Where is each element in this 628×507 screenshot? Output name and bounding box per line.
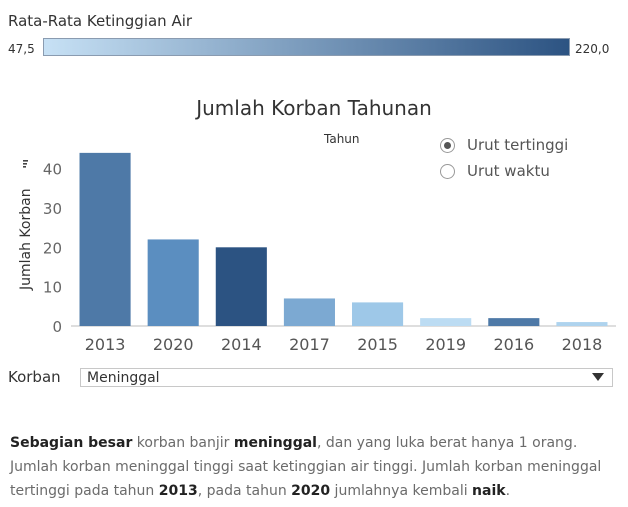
legend-max-label: 220,0 [575,42,610,56]
x-tick-label: 2016 [493,335,534,354]
narrative-span: jumlahnya kembali [330,483,473,499]
filter-label: Korban [8,368,61,386]
chart-title: Jumlah Korban Tahunan [196,96,432,120]
sort-icon [23,166,26,168]
bar [488,318,540,326]
legend-min-label: 47,5 [8,42,35,56]
sort-icon [23,160,28,162]
bar [283,298,335,326]
narrative-span: , dan yang luka berat hanya 1 orang. Jum… [10,435,602,499]
narrative-span: , pada tahun [197,483,292,499]
bar [352,302,404,326]
narrative-text: Sebagian besar korban banjir meninggal, … [10,431,622,503]
radio-unselected-icon [440,163,455,179]
y-axis-label: Jumlah Korban [18,188,34,291]
narrative-emph: meninggal [233,435,317,451]
legend-title: Rata-Rata Ketinggian Air [8,12,193,30]
narrative-emph: 2013 [158,483,198,499]
y-tick-label: 40 [43,161,62,179]
sort-option-label: Urut waktu [467,162,550,180]
column-header-label: Tahun [324,132,360,146]
x-tick-label: 2013 [85,335,126,354]
sort-option-time[interactable]: Urut waktu [440,162,550,180]
y-tick-label: 10 [43,279,62,297]
bar [420,318,472,326]
sort-icon [23,163,27,165]
radio-selected-icon [440,137,455,153]
bar-chart: Jumlah Korban 0 10 20 30 40 2013 2020 2014 2017 20… [18,152,616,354]
x-tick-label: 2014 [221,335,262,354]
sort-option-label: Urut tertinggi [467,136,569,154]
y-tick-label: 0 [52,318,62,336]
sort-option-highest[interactable]: Urut tertinggi [440,136,568,154]
x-tick-label: 2017 [289,335,330,354]
y-tick-label: 30 [43,200,62,218]
narrative-emph: naik [472,483,506,499]
bar [215,247,267,326]
dropdown-value: Meninggal [87,370,160,386]
narrative-emph: 2020 [291,483,331,499]
x-tick-label: 2018 [562,335,603,354]
bar [79,152,131,326]
narrative-span: . [505,483,511,499]
narrative-emph: Sebagian besar [10,435,133,451]
legend-color-bar [43,38,570,56]
korban-dropdown[interactable]: Meninggal [80,368,613,387]
x-tick-label: 2020 [153,335,194,354]
bar [556,322,608,326]
x-tick-label: 2015 [357,335,398,354]
dropdown-arrow-icon[interactable] [592,373,604,381]
narrative-span: korban banjir [132,435,234,451]
bar [147,239,199,326]
x-tick-label: 2019 [425,335,466,354]
y-tick-label: 20 [43,239,62,257]
